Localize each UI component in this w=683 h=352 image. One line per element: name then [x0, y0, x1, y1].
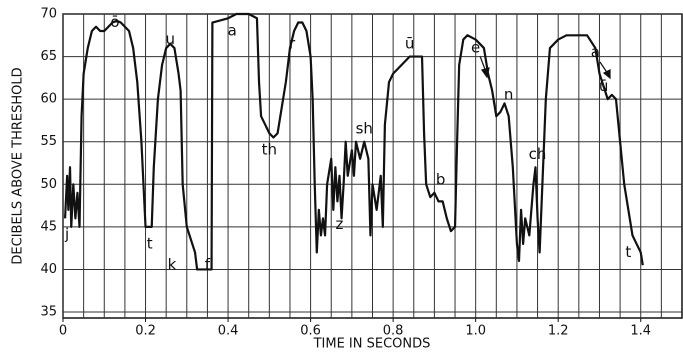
y-tick-label: 35 — [40, 305, 57, 320]
y-tick-label: 40 — [40, 262, 57, 277]
x-tick-label: 0.8 — [383, 324, 404, 339]
x-tick-label: 0 — [59, 324, 67, 339]
annotation: t — [625, 243, 631, 261]
annotation: ch — [529, 145, 547, 163]
annotation: u — [166, 30, 176, 48]
annotation: a — [228, 22, 237, 40]
x-tick-label: 1.0 — [465, 324, 486, 339]
y-tick-label: 70 — [40, 7, 57, 22]
arrow-head — [602, 69, 611, 80]
annotation: n — [504, 85, 514, 103]
annotation: th — [262, 141, 277, 159]
annotation: a — [591, 43, 600, 61]
x-tick-label: 1.2 — [548, 324, 569, 339]
y-tick-label: 65 — [40, 49, 57, 64]
x-axis-label: TIME IN SECONDS — [313, 337, 431, 352]
y-tick-label: 45 — [40, 219, 57, 234]
annotation: f — [205, 256, 211, 274]
annotation: ō — [110, 13, 119, 31]
annotation: r — [289, 34, 296, 52]
annotation: b — [436, 171, 446, 189]
x-tick-label: 1.4 — [630, 324, 651, 339]
annotation: ū — [599, 77, 609, 95]
data-line — [63, 12, 644, 271]
annotation: t — [147, 234, 153, 252]
y-tick-label: 55 — [40, 134, 57, 149]
x-tick-label: 0.2 — [135, 324, 156, 339]
annotation: z — [336, 215, 344, 233]
annotation: ū — [405, 34, 415, 52]
annotation: k — [168, 256, 177, 274]
annotation: sh — [356, 119, 373, 137]
annotation: j — [64, 225, 69, 243]
x-tick-label: 0.4 — [218, 324, 239, 339]
y-axis-label: DECIBELS ABOVE THRESHOLD — [11, 67, 26, 264]
y-tick-label: 60 — [40, 92, 57, 107]
x-tick-label: 0.6 — [300, 324, 321, 339]
annotation: e — [471, 39, 480, 57]
y-tick-label: 50 — [40, 177, 57, 192]
